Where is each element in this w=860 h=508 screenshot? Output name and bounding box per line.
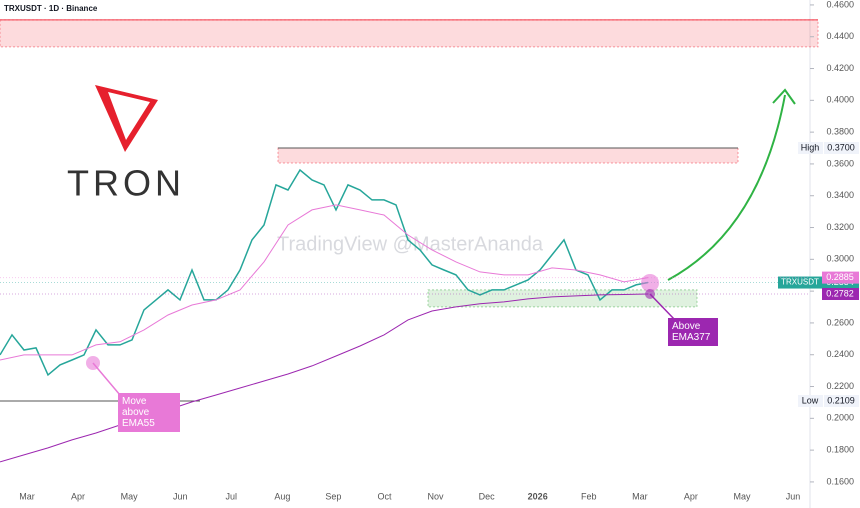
x-tick-label: Jun — [173, 491, 188, 501]
value-label: 0.2782 — [826, 288, 854, 298]
y-tick-label: 0.3800 — [826, 127, 854, 137]
ema-line — [0, 293, 649, 463]
x-tick-label: Mar — [632, 491, 648, 501]
zone — [427, 289, 698, 308]
y-tick-label: 0.3400 — [826, 190, 854, 200]
y-tick-label: 0.4200 — [826, 63, 854, 73]
level-value: 0.2109 — [827, 395, 855, 405]
arrow-head — [772, 88, 796, 105]
marker — [641, 274, 659, 292]
y-tick-label: 0.4600 — [826, 0, 854, 9]
y-tick-label: 0.2600 — [826, 317, 854, 327]
x-tick-label: Dec — [479, 491, 496, 501]
annotation: Above EMA377 — [668, 318, 718, 346]
level-value-tag — [824, 142, 859, 155]
y-tick-label: 0.4000 — [826, 95, 854, 105]
zone — [0, 19, 819, 48]
x-tick-label: Feb — [581, 491, 597, 501]
y-tick-label: 0.3200 — [826, 222, 854, 232]
value-tag — [822, 287, 859, 300]
level-tag — [798, 142, 823, 155]
symbol-tag — [778, 276, 822, 289]
arrow — [667, 94, 786, 281]
y-tick-label: 0.1600 — [826, 476, 854, 486]
tron-logo: TRON — [67, 85, 185, 204]
x-tick-label: Oct — [377, 491, 392, 501]
level-name: High — [801, 142, 820, 152]
x-tick-label: Jun — [786, 491, 801, 501]
price-line — [0, 168, 649, 377]
y-tick-label: 0.2000 — [826, 413, 854, 423]
logo-text: TRON — [67, 163, 185, 204]
x-tick-label: Apr — [684, 491, 698, 501]
x-tick-label: May — [121, 491, 139, 501]
level-value: 0.3700 — [827, 142, 855, 152]
pointer — [92, 362, 121, 396]
value-tag — [822, 271, 859, 284]
x-tick-label: 2026 — [528, 491, 548, 501]
x-tick-label: Aug — [274, 491, 290, 501]
pointer — [649, 293, 676, 321]
level-value-tag — [824, 394, 859, 407]
y-tick-label: 0.2400 — [826, 349, 854, 359]
y-tick-label: 0.2200 — [826, 381, 854, 391]
y-tick-label: 0.3000 — [826, 254, 854, 264]
y-tick-label: 0.3600 — [826, 158, 854, 168]
x-tick-label: Nov — [428, 491, 445, 501]
x-tick-label: Mar — [19, 491, 35, 501]
symbol-name: TRXUSDT — [781, 278, 819, 287]
chart-title: TRXUSDT · 1D · Binance — [4, 4, 98, 13]
watermark: TradingView @MasterAnanda — [277, 233, 544, 255]
y-tick-label: 0.4400 — [826, 31, 854, 41]
annotation: Move above EMA55 — [118, 393, 180, 432]
y-tick-label: 0.1800 — [826, 444, 854, 454]
x-tick-label: May — [733, 491, 751, 501]
ema-line — [0, 204, 649, 361]
zone — [277, 147, 739, 164]
level-tag — [798, 394, 823, 407]
level-name: Low — [802, 395, 819, 405]
value-label: 0.2885 — [826, 272, 854, 282]
x-tick-label: Apr — [71, 491, 85, 501]
x-tick-label: Jul — [226, 491, 238, 501]
x-tick-label: Sep — [325, 491, 341, 501]
